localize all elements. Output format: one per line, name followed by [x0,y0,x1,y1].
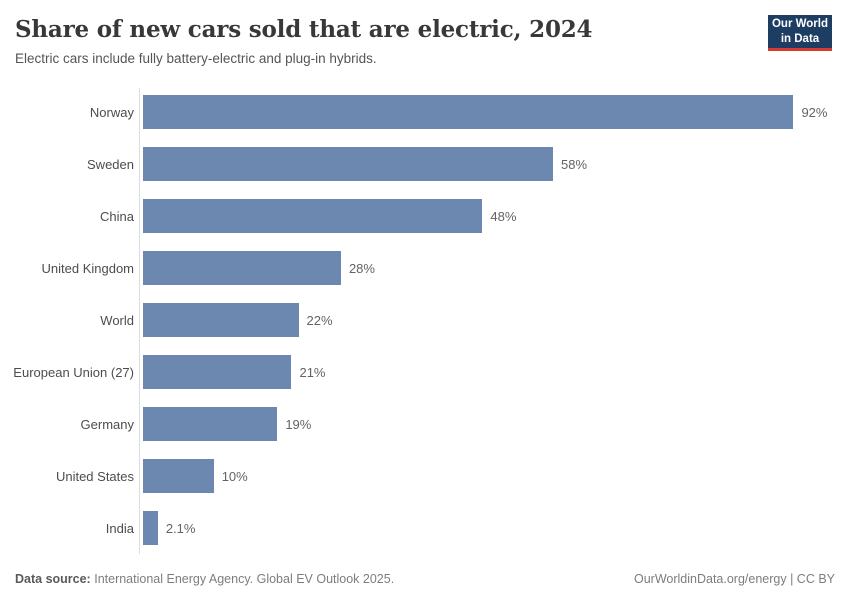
value-label: 48% [490,208,517,224]
bar[interactable] [143,355,292,389]
value-label: 58% [561,156,588,172]
bar[interactable] [143,199,483,233]
value-label: 92% [801,104,828,120]
category-label: Sweden [87,156,134,172]
category-label: Norway [89,104,134,120]
bar-row: Sweden 58% [10,138,850,190]
y-axis-line [139,88,140,554]
value-label: 19% [285,416,312,432]
bar[interactable] [143,95,794,129]
owid-logo[interactable]: Our World in Data [768,15,832,51]
bar-rows: Norway 92% Sweden 58% China 48% United Kingdom… [10,86,850,554]
bar-row: Germany 19% [10,398,850,450]
value-label: 22% [306,312,333,328]
bar-row: European Union (27) 21% [10,346,850,398]
bar[interactable] [143,147,554,181]
bar-row: Norway 92% [10,86,850,138]
data-source-label: Data source: [15,572,91,586]
footer-link[interactable]: OurWorldinData.org/energy | CC BY [633,572,835,586]
bar-track: 58% [141,138,850,190]
category-label: World [100,312,134,328]
bar-track: 48% [141,190,850,242]
bar[interactable] [143,407,278,441]
owid-logo-line1: Our World [771,17,828,30]
category-label: Germany [80,416,134,432]
bar-track: 2.1% [141,502,850,554]
bar-track: 21% [141,346,850,398]
bar[interactable] [143,251,341,285]
bar-row: China 48% [10,190,850,242]
bar-track: 28% [141,242,850,294]
bar-track: 10% [141,450,850,502]
bar-row: World 22% [10,294,850,346]
bar-track: 92% [141,86,850,138]
category-label: India [105,520,134,536]
bar[interactable] [143,511,158,545]
bar-track: 22% [141,294,850,346]
category-label: United States [55,468,134,484]
bar-row: India 2.1% [10,502,850,554]
bar-row: United Kingdom 28% [10,242,850,294]
value-label: 10% [221,468,248,484]
bar[interactable] [143,459,214,493]
bar[interactable] [143,303,299,337]
category-label: European Union (27) [13,364,134,380]
data-source-text: International Energy Agency. Global EV O… [94,572,395,586]
owid-logo-line2: in Data [780,32,820,45]
value-label: 2.1% [165,520,196,536]
chart-title: Share of new cars sold that are electric… [15,16,593,43]
bar-track: 19% [141,398,850,450]
category-label: China [100,208,134,224]
bar-chart: Norway 92% Sweden 58% China 48% United Kingdom… [10,86,850,554]
value-label: 28% [348,260,375,276]
chart-subtitle: Electric cars include fully battery-elec… [15,51,377,66]
category-label: United Kingdom [41,260,135,276]
value-label: 21% [299,364,326,380]
bar-row: United States 10% [10,450,850,502]
chart-footer: Data source: International Energy Agency… [15,572,835,586]
data-source: Data source: International Energy Agency… [15,572,394,586]
chart-header: Share of new cars sold that are electric… [0,0,850,66]
